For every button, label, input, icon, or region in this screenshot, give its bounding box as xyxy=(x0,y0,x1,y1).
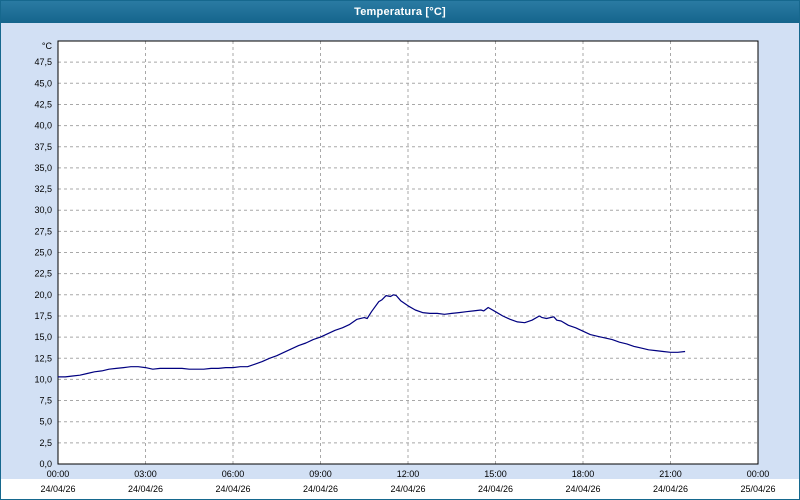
svg-text:47,5: 47,5 xyxy=(34,57,52,67)
temperature-chart: 0,0 2,5 5,0 7,5 10,0 12,5 15,0 17,5 20,0 22,5 25,0… xyxy=(1,23,799,499)
svg-text:°C: °C xyxy=(42,41,53,51)
svg-text:45,0: 45,0 xyxy=(34,78,52,88)
svg-text:40,0: 40,0 xyxy=(34,121,52,131)
svg-text:24/04/26: 24/04/26 xyxy=(390,484,425,494)
svg-text:37,5: 37,5 xyxy=(34,142,52,152)
svg-text:24/04/26: 24/04/26 xyxy=(653,484,688,494)
svg-text:15,0: 15,0 xyxy=(34,332,52,342)
svg-text:25,0: 25,0 xyxy=(34,248,52,258)
svg-text:24/04/26: 24/04/26 xyxy=(478,484,513,494)
svg-text:27,5: 27,5 xyxy=(34,226,52,236)
svg-text:2,5: 2,5 xyxy=(39,438,52,448)
svg-text:24/04/26: 24/04/26 xyxy=(128,484,163,494)
svg-text:24/04/26: 24/04/26 xyxy=(215,484,250,494)
svg-text:17,5: 17,5 xyxy=(34,311,52,321)
svg-text:00:00: 00:00 xyxy=(747,469,770,479)
svg-text:24/04/26: 24/04/26 xyxy=(303,484,338,494)
svg-text:06:00: 06:00 xyxy=(222,469,245,479)
svg-text:22,5: 22,5 xyxy=(34,269,52,279)
svg-text:24/04/26: 24/04/26 xyxy=(565,484,600,494)
svg-text:21:00: 21:00 xyxy=(659,469,682,479)
svg-text:15:00: 15:00 xyxy=(484,469,507,479)
svg-text:03:00: 03:00 xyxy=(134,469,157,479)
svg-text:24/04/26: 24/04/26 xyxy=(40,484,75,494)
svg-text:10,0: 10,0 xyxy=(34,374,52,384)
svg-text:20,0: 20,0 xyxy=(34,290,52,300)
svg-text:32,5: 32,5 xyxy=(34,184,52,194)
window-titlebar[interactable]: Temperatura [°C] xyxy=(1,1,799,23)
chart-canvas: 0,0 2,5 5,0 7,5 10,0 12,5 15,0 17,5 20,0 22,5 25,0… xyxy=(1,40,799,499)
svg-text:5,0: 5,0 xyxy=(39,417,52,427)
svg-text:0,0: 0,0 xyxy=(39,459,52,469)
svg-text:09:00: 09:00 xyxy=(309,469,332,479)
svg-text:00:00: 00:00 xyxy=(47,469,70,479)
svg-text:7,5: 7,5 xyxy=(39,396,52,406)
svg-text:30,0: 30,0 xyxy=(34,205,52,215)
svg-text:25/04/26: 25/04/26 xyxy=(740,484,775,494)
svg-text:42,5: 42,5 xyxy=(34,99,52,109)
svg-text:12,5: 12,5 xyxy=(34,353,52,363)
svg-text:18:00: 18:00 xyxy=(572,469,595,479)
svg-text:12:00: 12:00 xyxy=(397,469,420,479)
svg-text:35,0: 35,0 xyxy=(34,163,52,173)
